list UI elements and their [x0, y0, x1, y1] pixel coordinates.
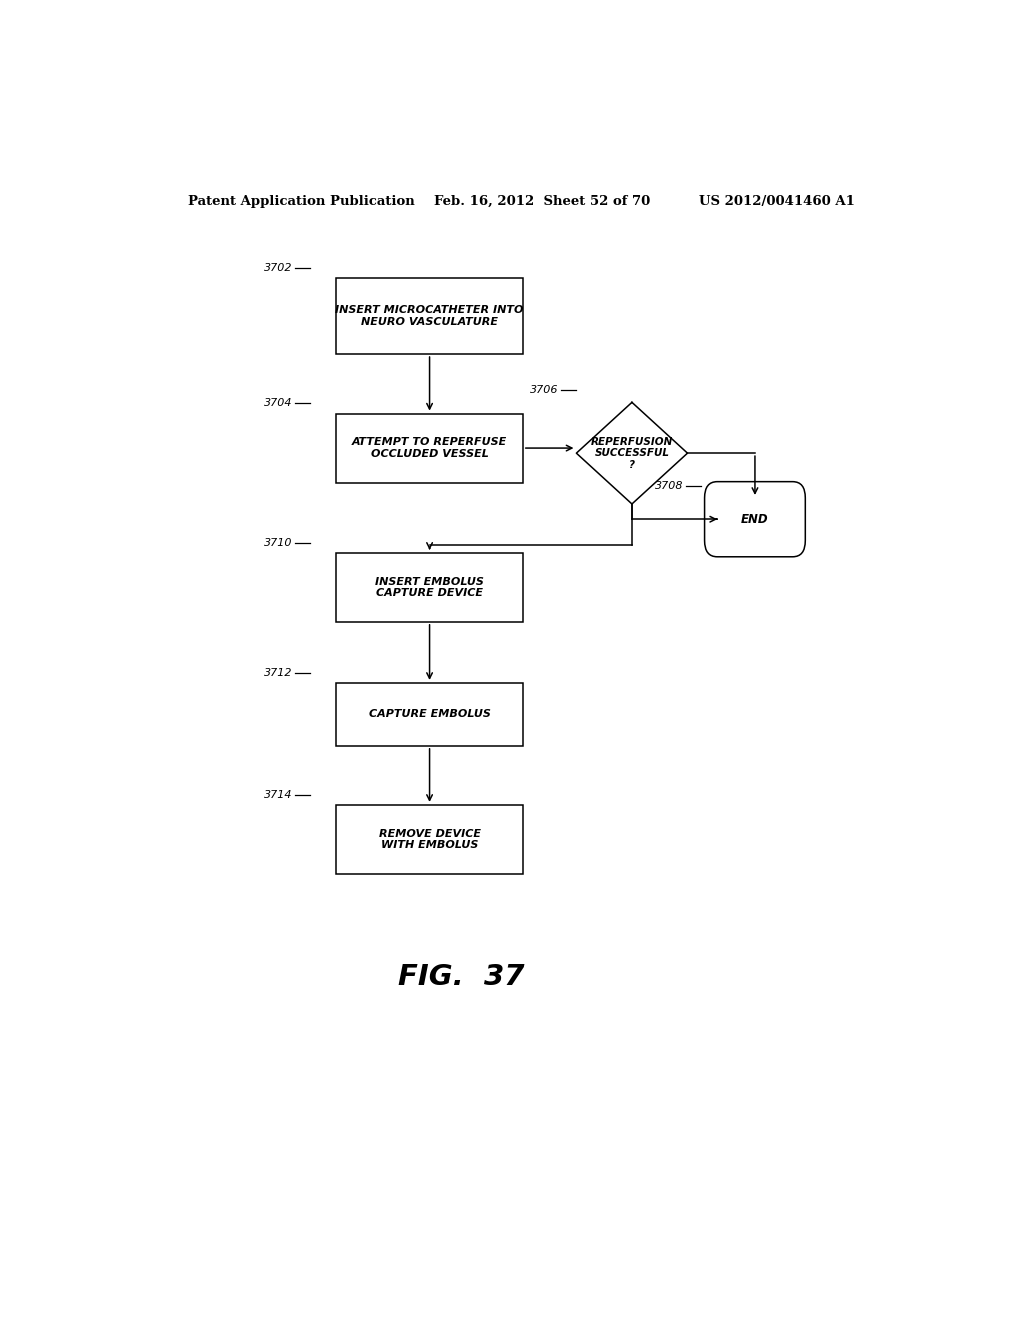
Bar — [336, 805, 523, 874]
Bar — [336, 553, 523, 622]
Text: 3714: 3714 — [264, 789, 293, 800]
Text: 3708: 3708 — [655, 480, 684, 491]
Text: US 2012/0041460 A1: US 2012/0041460 A1 — [699, 194, 855, 207]
Text: ATTEMPT TO REPERFUSE
OCCLUDED VESSEL: ATTEMPT TO REPERFUSE OCCLUDED VESSEL — [352, 437, 507, 459]
Text: REMOVE DEVICE
WITH EMBOLUS: REMOVE DEVICE WITH EMBOLUS — [379, 829, 480, 850]
Text: INSERT EMBOLUS
CAPTURE DEVICE: INSERT EMBOLUS CAPTURE DEVICE — [375, 577, 484, 598]
Text: REPERFUSION
SUCCESSFUL
?: REPERFUSION SUCCESSFUL ? — [591, 437, 673, 470]
Text: 3712: 3712 — [264, 668, 293, 677]
Bar — [336, 277, 523, 354]
Text: END: END — [741, 512, 769, 525]
Bar — [336, 682, 523, 746]
Text: FIG.  37: FIG. 37 — [398, 962, 524, 990]
Text: Patent Application Publication: Patent Application Publication — [187, 194, 415, 207]
FancyBboxPatch shape — [705, 482, 805, 557]
Text: 3704: 3704 — [264, 399, 293, 408]
Text: CAPTURE EMBOLUS: CAPTURE EMBOLUS — [369, 709, 490, 719]
Text: INSERT MICROCATHETER INTO
NEURO VASCULATURE: INSERT MICROCATHETER INTO NEURO VASCULAT… — [335, 305, 524, 327]
Text: 3710: 3710 — [264, 537, 293, 548]
Text: Feb. 16, 2012  Sheet 52 of 70: Feb. 16, 2012 Sheet 52 of 70 — [433, 194, 650, 207]
Polygon shape — [577, 403, 687, 504]
Bar — [336, 413, 523, 483]
Text: 3702: 3702 — [264, 263, 293, 273]
Text: 3706: 3706 — [530, 385, 559, 395]
